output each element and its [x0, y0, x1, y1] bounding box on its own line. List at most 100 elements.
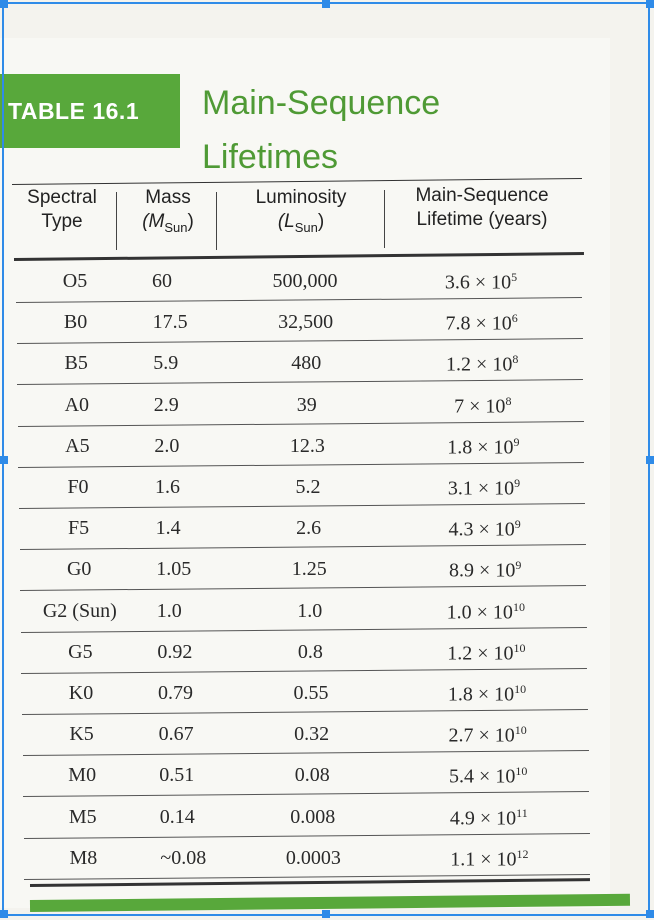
cell-spectral-type: F0 [67, 476, 89, 498]
table-number-label: TABLE 16.1 [8, 97, 140, 124]
cell-spectral-type: K0 [68, 682, 94, 704]
row-rule [18, 461, 585, 468]
cell-mass: 1.05 [156, 558, 192, 581]
cell-lifetime: 2.7 × 1010 [403, 723, 573, 748]
row-rule [16, 338, 583, 345]
lifetime-mantissa: 1.8 × 10 [447, 683, 515, 706]
cell-mass: 2.0 [154, 434, 180, 457]
cell-luminosity: 500,000 [272, 270, 338, 292]
lifetime-exponent: 12 [516, 846, 529, 861]
header-divider-2 [216, 192, 217, 250]
table-row: B5 5.9 480 1.2 × 108 [17, 344, 584, 386]
cell-luminosity: 2.6 [296, 517, 322, 540]
lifetime-mantissa: 1.2 × 10 [446, 354, 513, 377]
resize-handle-left[interactable] [0, 456, 8, 464]
cell-lifetime: 8.9 × 109 [400, 558, 570, 583]
resize-handle-top-left[interactable] [0, 0, 8, 8]
resize-handle-top[interactable] [322, 0, 330, 8]
header-lum-close: ) [317, 211, 325, 232]
header-lum-line-2: (LSun) [226, 210, 376, 240]
lifetime-exponent: 9 [514, 476, 521, 490]
cell-luminosity: 1.25 [291, 558, 327, 581]
lifetime-mantissa: 8.9 × 10 [449, 560, 516, 583]
cell-lifetime: 1.2 × 108 [397, 352, 567, 377]
resize-handle-right[interactable] [646, 456, 654, 464]
row-rule [18, 503, 585, 509]
row-rule [17, 379, 584, 386]
table-row: M8 ~0.08 0.0003 1.1 × 1012 [24, 839, 591, 880]
header-spectral-line-2: Type [41, 211, 83, 232]
lifetime-mantissa: 4.9 × 10 [449, 807, 517, 830]
lifetime-mantissa: 3.1 × 10 [447, 477, 515, 500]
cell-luminosity: 0.32 [294, 723, 330, 746]
lifetime-mantissa: 5.4 × 10 [449, 766, 516, 789]
table-row: G5 0.92 0.8 1.2 × 1010 [21, 633, 588, 674]
header-luminosity: Luminosity (LSun) [226, 186, 376, 240]
header-lum-sub: Sun [294, 219, 318, 235]
table-row: F5 1.4 2.6 4.3 × 109 [19, 509, 586, 551]
header-lum-line-1: Luminosity [255, 187, 347, 208]
header-spectral-type: Spectral Type [14, 186, 110, 234]
lifetime-exponent: 9 [514, 517, 521, 532]
header-life-line-1: Main-Sequence [415, 185, 549, 206]
lifetime-mantissa: 7 × 10 [454, 395, 506, 418]
lifetime-exponent: 10 [515, 764, 528, 779]
cell-luminosity: 480 [291, 352, 322, 375]
row-rule [17, 420, 584, 427]
lifetime-exponent: 9 [513, 434, 520, 449]
header-divider-3 [384, 190, 385, 248]
cell-luminosity: 0.0003 [285, 846, 341, 869]
lifetime-mantissa: 1.8 × 10 [447, 436, 514, 459]
row-rule [19, 544, 586, 551]
cell-mass: 0.14 [159, 805, 195, 828]
lifetime-mantissa: 1.1 × 10 [450, 848, 517, 871]
cell-lifetime: 5.4 × 1010 [403, 764, 573, 789]
lifetime-mantissa: 4.3 × 10 [448, 518, 515, 541]
header-life-line-2: Lifetime (years) [416, 209, 548, 230]
resize-handle-bottom-left[interactable] [0, 910, 8, 918]
resize-handle-bottom[interactable] [322, 910, 330, 918]
row-rule [20, 626, 587, 633]
cell-spectral-type: G0 [66, 558, 92, 581]
cell-spectral-type: G2 (Sun) [42, 599, 117, 622]
cell-spectral-type: K5 [69, 723, 94, 746]
lifetime-mantissa: 3.6 × 10 [444, 271, 512, 294]
cell-lifetime: 3.1 × 109 [399, 476, 569, 501]
cell-luminosity: 5.2 [295, 476, 321, 498]
cell-mass: ~0.08 [160, 846, 207, 869]
table-number-tag: TABLE 16.1 [0, 74, 180, 148]
cell-luminosity: 32,500 [278, 311, 334, 334]
table-row: A5 2.0 12.3 1.8 × 109 [18, 427, 585, 468]
cell-luminosity: 1.0 [297, 599, 323, 622]
header-mass-close: ) [187, 211, 194, 232]
header-divider-1 [116, 192, 117, 250]
table-row: G0 1.05 1.25 8.9 × 109 [20, 550, 587, 592]
lifetime-exponent: 10 [512, 599, 525, 614]
resize-handle-top-right[interactable] [646, 0, 654, 8]
cell-lifetime: 3.6 × 105 [396, 270, 566, 295]
cell-spectral-type: M0 [68, 764, 97, 787]
cell-mass: 60 [152, 270, 172, 292]
cell-mass: 0.67 [158, 723, 194, 746]
cell-luminosity: 12.3 [289, 434, 325, 457]
cell-spectral-type: M5 [68, 805, 97, 828]
header-mass-sub: Sun [164, 219, 188, 235]
lifetime-exponent: 10 [513, 640, 526, 655]
lifetime-exponent: 5 [511, 270, 518, 284]
cell-mass: 0.79 [158, 682, 193, 704]
cell-lifetime: 1.0 × 1010 [401, 600, 571, 625]
cell-luminosity: 0.08 [294, 764, 330, 787]
cell-mass: 1.6 [155, 476, 180, 498]
cell-luminosity: 39 [296, 393, 317, 416]
row-rule [22, 750, 589, 757]
cell-spectral-type: G5 [68, 640, 93, 663]
resize-handle-bottom-right[interactable] [646, 910, 654, 918]
cell-spectral-type: M8 [69, 846, 98, 869]
cell-lifetime: 7 × 108 [398, 394, 568, 419]
header-mass-symbol: (M [142, 211, 165, 232]
cell-mass: 0.51 [159, 764, 195, 787]
table-row: K0 0.79 0.55 1.8 × 1010 [21, 674, 588, 715]
table-row: M0 0.51 0.08 5.4 × 1010 [23, 756, 590, 798]
table-row: F0 1.6 5.2 3.1 × 109 [18, 468, 585, 509]
lifetime-mantissa: 7.8 × 10 [445, 312, 512, 335]
